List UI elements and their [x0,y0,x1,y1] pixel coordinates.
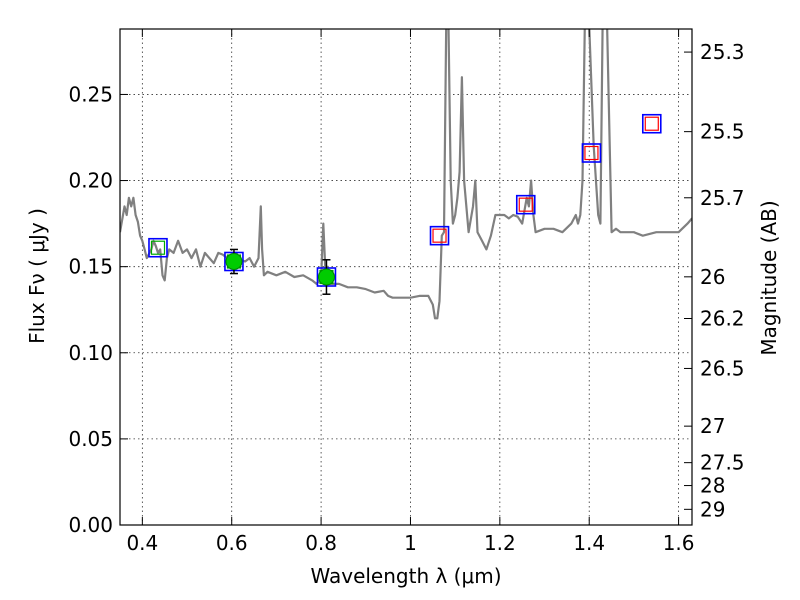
series-layer [120,29,692,320]
x-tick-label: 0.4 [126,531,158,555]
marker-layer [148,113,662,295]
plot-frame [119,28,693,526]
axes-layer: 0.4 0.6 0.8 1 1.2 1.4 1.6 0.00 0.05 0.10 0.15 0.20 0… [68,28,745,555]
mag-tick-label: 26 [700,265,725,289]
band-box-marker [429,225,450,246]
detection-point [317,268,335,286]
mag-tick-label: 26.5 [700,356,745,380]
x-tick-label: 1.2 [484,531,516,555]
y-tick-label: 0.00 [68,513,113,537]
model-flux-marker [150,240,166,255]
x-tick-label: 1 [404,531,417,555]
x-tick-label: 0.6 [216,531,248,555]
x-tick-label: 0.8 [305,531,337,555]
mag-tick-label: 27.5 [700,451,745,475]
y2-axis-title: Magnitude (AB) [757,200,781,355]
x-axis-title: Wavelength λ (μm) [310,564,501,588]
mag-tick-label: 26.2 [700,307,745,331]
detection-point [225,253,243,270]
x-tick-label: 1.4 [573,531,605,555]
y-axis-title: Flux Fν ( μJy ) [25,208,49,344]
mag-tick-label: 29 [700,497,725,521]
y-tick-label: 0.20 [68,169,113,193]
x-tick-label: 1.6 [663,531,695,555]
y-tick-label: 0.15 [68,255,113,279]
mag-tick-label: 27 [700,414,725,438]
model-flux-marker [644,116,659,131]
band-box-marker [581,143,602,163]
mag-tick-label: 25.3 [700,40,745,64]
mag-tick-label: 25.5 [700,120,745,144]
model-flux-marker [518,197,533,212]
grid [120,29,692,526]
band-box-marker [148,237,168,258]
model-flux-marker [584,145,599,161]
model-flux-marker [432,228,447,243]
y-tick-label: 0.05 [68,427,113,451]
y-tick-label: 0.10 [68,341,113,365]
sed-series-line [120,29,692,320]
mag-tick-label: 25.7 [700,186,745,210]
band-box-marker [515,194,536,215]
band-box-marker [641,113,662,134]
y-tick-label: 0.25 [68,82,113,106]
mag-tick-label: 28 [700,474,725,498]
